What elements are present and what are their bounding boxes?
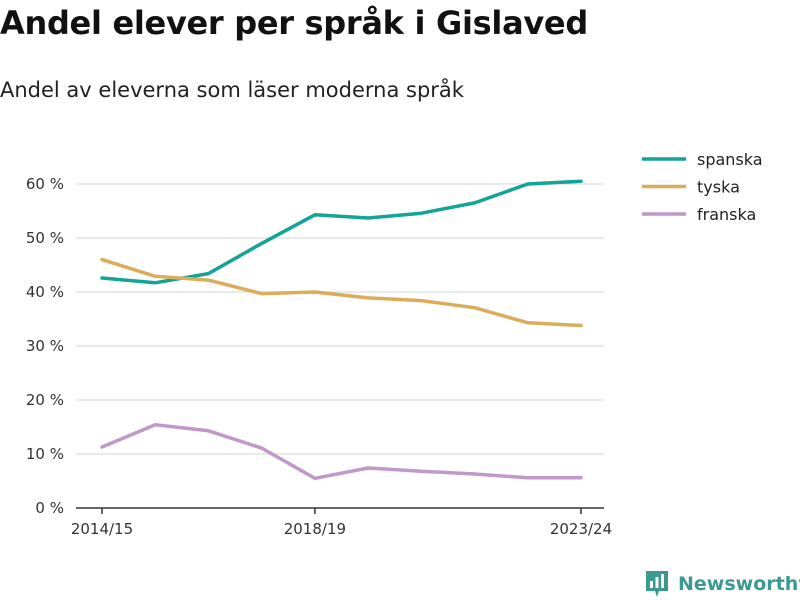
- series-line-spanska: [100, 179, 583, 285]
- y-tick-label: 50 %: [26, 229, 64, 247]
- axes: 0 % 10 % 20 % 30 % 40 % 50 % 60 % 2014/15 2018/1…: [26, 175, 612, 538]
- x-tick-label: 2018/19: [284, 520, 346, 538]
- legend: spanska tyska franska: [642, 150, 763, 224]
- newsworthy-logo-icon: [646, 571, 668, 597]
- x-tick-label: 2014/15: [71, 520, 133, 538]
- y-tick-label: 30 %: [26, 337, 64, 355]
- series-line-franska: [100, 423, 583, 481]
- chart-subtitle: Andel av eleverna som läser moderna språ…: [0, 78, 464, 102]
- y-tick-label: 20 %: [26, 391, 64, 409]
- grid-lines: [76, 183, 604, 455]
- y-tick-label: 60 %: [26, 175, 64, 193]
- x-tick-label: 2023/24: [550, 520, 612, 538]
- chart-title: Andel elever per språk i Gislaved: [0, 4, 588, 42]
- series-lines: [100, 179, 583, 481]
- legend-label-franska: franska: [697, 205, 756, 224]
- legend-label-tyska: tyska: [697, 178, 740, 197]
- brand-name: Newsworthy: [678, 573, 800, 595]
- y-tick-label: 0 %: [35, 499, 64, 517]
- y-tick-label: 10 %: [26, 445, 64, 463]
- brand-logo: Newsworthy: [644, 568, 800, 600]
- legend-label-spanska: spanska: [697, 150, 763, 169]
- series-line-tyska: [100, 257, 583, 328]
- y-tick-label: 40 %: [26, 283, 64, 301]
